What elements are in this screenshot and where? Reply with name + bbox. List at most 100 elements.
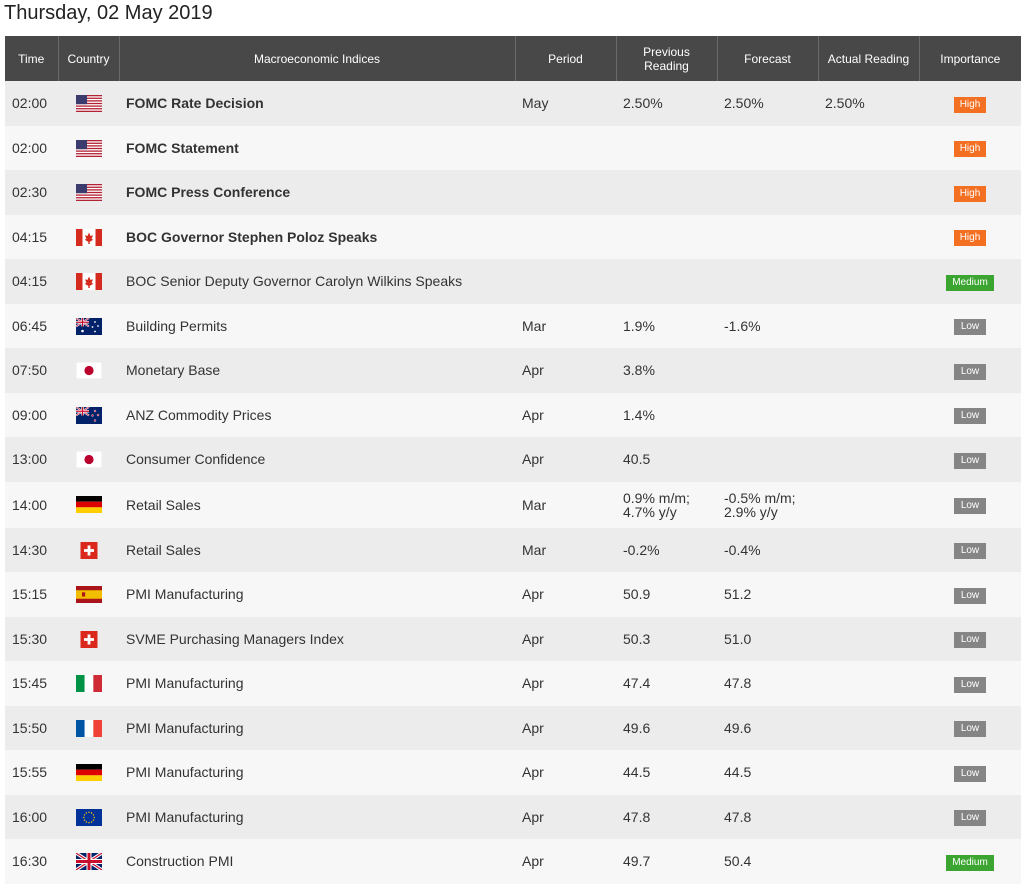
event-country [58, 481, 119, 528]
header-indices[interactable]: Macroeconomic Indices [119, 36, 516, 81]
event-actual [818, 572, 919, 617]
header-country[interactable]: Country [58, 36, 120, 81]
event-name[interactable]: SVME Purchasing Managers Index [119, 616, 515, 661]
event-previous [616, 170, 717, 215]
event-time: 04:15 [5, 214, 58, 259]
germany-flag-icon [75, 496, 102, 514]
event-period: Apr [515, 661, 616, 706]
event-country [58, 616, 119, 661]
table-row[interactable]: 15:45 PMI Manufacturing Apr 47.4 47.8 Low [5, 661, 1021, 706]
event-time: 02:00 [5, 81, 58, 126]
canada-flag-icon [75, 228, 102, 246]
table-row[interactable]: 02:30 FOMC Press Conference High [5, 170, 1021, 215]
importance-badge: Low [954, 363, 986, 380]
event-previous: 50.9 [616, 572, 717, 617]
event-importance: Low [919, 437, 1021, 482]
event-actual [818, 705, 919, 750]
event-country [58, 705, 119, 750]
importance-badge: Low [954, 498, 986, 514]
table-row[interactable]: 04:15 BOC Governor Stephen Poloz Speaks Hi… [5, 214, 1021, 259]
event-period: Apr [515, 437, 616, 482]
table-row[interactable]: 16:30 Construction PMI Apr 49.7 50.4 Medium [5, 839, 1021, 884]
event-period: Mar [515, 481, 616, 528]
event-importance: Low [919, 392, 1021, 437]
event-name[interactable]: PMI Manufacturing [119, 705, 515, 750]
event-country [58, 125, 119, 170]
event-actual [818, 616, 919, 661]
importance-badge: High [954, 185, 986, 202]
event-name[interactable]: FOMC Press Conference [119, 170, 515, 215]
event-importance: Low [919, 661, 1021, 706]
event-forecast: 51.0 [717, 616, 818, 661]
table-row[interactable]: 09:00 ANZ Commodity Prices Apr 1.4% Low [5, 392, 1021, 437]
event-previous: 47.8 [616, 794, 717, 839]
event-name[interactable]: PMI Manufacturing [119, 661, 515, 706]
event-period: Mar [515, 303, 616, 348]
event-country [58, 170, 119, 215]
event-name[interactable]: FOMC Statement [119, 125, 515, 170]
event-actual [818, 839, 919, 884]
table-row[interactable]: 16:00 PMI Manufacturing Apr 47.8 47.8 Low [5, 794, 1021, 839]
new-zealand-flag-icon [75, 406, 102, 424]
event-name[interactable]: BOC Senior Deputy Governor Carolyn Wilki… [119, 259, 515, 304]
table-row[interactable]: 14:30 Retail Sales Mar -0.2% -0.4% Low [5, 527, 1021, 572]
header-importance[interactable]: Importance [919, 36, 1021, 81]
event-time: 15:45 [5, 661, 58, 706]
event-time: 15:15 [5, 572, 58, 617]
event-country [58, 527, 119, 572]
page-title: Thursday, 02 May 2019 [4, 2, 213, 24]
table-row[interactable]: 15:30 SVME Purchasing Managers Index Apr 50… [5, 616, 1021, 661]
table-row[interactable]: 02:00 FOMC Statement High [5, 125, 1021, 170]
table-row[interactable]: 04:15 BOC Senior Deputy Governor Carolyn … [5, 259, 1021, 304]
event-period: Apr [515, 348, 616, 393]
event-name[interactable]: Monetary Base [119, 348, 515, 393]
event-name[interactable]: PMI Manufacturing [119, 572, 515, 617]
event-forecast [717, 214, 818, 259]
table-header-row: Time Country Macroeconomic Indices Perio… [5, 36, 1021, 81]
event-name[interactable]: Building Permits [119, 303, 515, 348]
table-row[interactable]: 14:00 Retail Sales Mar 0.9% m/m; 4.7% y/y -0.… [5, 481, 1021, 528]
event-actual [818, 125, 919, 170]
event-actual [818, 170, 919, 215]
event-forecast: -0.5% m/m; 2.9% y/y [717, 481, 818, 528]
header-time[interactable]: Time [5, 36, 59, 81]
event-name[interactable]: Construction PMI [119, 839, 515, 884]
header-actual[interactable]: Actual Reading [818, 36, 920, 81]
table-row[interactable]: 07:50 Monetary Base Apr 3.8% Low [5, 348, 1021, 393]
event-name[interactable]: PMI Manufacturing [119, 750, 515, 795]
event-previous: 2.50% [616, 81, 717, 126]
table-row[interactable]: 06:45 Building Permits Mar 1.9% -1.6% Low [5, 303, 1021, 348]
event-time: 07:50 [5, 348, 58, 393]
table-row[interactable]: 15:15 PMI Manufacturing Apr 50.9 51.2 Low [5, 572, 1021, 617]
header-forecast[interactable]: Forecast [717, 36, 819, 81]
switzerland-flag-icon [76, 630, 102, 648]
event-name[interactable]: PMI Manufacturing [119, 794, 515, 839]
header-period[interactable]: Period [515, 36, 617, 81]
table-row[interactable]: 02:00 FOMC Rate Decision May 2.50% 2.50% 2.50… [5, 81, 1021, 126]
event-name[interactable]: BOC Governor Stephen Poloz Speaks [119, 214, 515, 259]
table-row[interactable]: 13:00 Consumer Confidence Apr 40.5 Low [5, 437, 1021, 482]
event-country [58, 750, 119, 795]
event-forecast [717, 392, 818, 437]
event-name[interactable]: ANZ Commodity Prices [119, 392, 515, 437]
table-row[interactable]: 15:55 PMI Manufacturing Apr 44.5 44.5 Low [5, 750, 1021, 795]
event-name[interactable]: Retail Sales [119, 527, 515, 572]
event-name[interactable]: Retail Sales [119, 481, 515, 528]
table-row[interactable]: 15:50 PMI Manufacturing Apr 49.6 49.6 Low [5, 705, 1021, 750]
header-previous[interactable]: Previous Reading [616, 36, 718, 81]
event-period: Apr [515, 572, 616, 617]
event-actual [818, 750, 919, 795]
event-actual [818, 794, 919, 839]
event-name[interactable]: FOMC Rate Decision [119, 81, 515, 126]
event-forecast: 49.6 [717, 705, 818, 750]
event-country [58, 794, 119, 839]
event-name[interactable]: Consumer Confidence [119, 437, 515, 482]
event-forecast: 47.8 [717, 661, 818, 706]
importance-badge: Low [954, 721, 986, 738]
japan-flag-icon [75, 451, 102, 469]
event-forecast: -0.4% [717, 527, 818, 572]
event-previous: 50.3 [616, 616, 717, 661]
event-importance: Low [919, 527, 1021, 572]
us-flag-icon [75, 184, 102, 202]
event-time: 15:50 [5, 705, 58, 750]
